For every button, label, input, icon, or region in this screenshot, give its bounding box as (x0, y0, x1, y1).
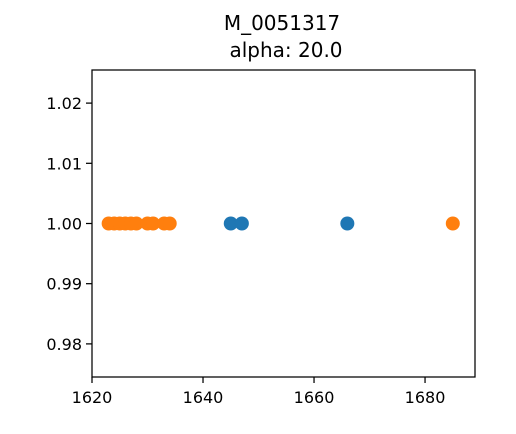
series-orange-point (146, 216, 161, 231)
x-axis: 1620 1640 1660 1680 (72, 377, 446, 407)
y-tick-label: 1.00 (46, 215, 82, 234)
y-axis: 0.98 0.99 1.00 1.01 1.02 (46, 94, 92, 354)
series-blue-point (340, 216, 355, 231)
chart-subtitle: alpha: 20.0 (229, 38, 342, 62)
series-orange-point (129, 216, 144, 231)
y-tick-label: 1.02 (46, 94, 82, 113)
y-tick-label: 1.01 (46, 154, 82, 173)
series-orange-point (162, 216, 177, 231)
x-tick-label: 1680 (405, 388, 446, 407)
series-blue-point (223, 216, 238, 231)
x-tick-label: 1660 (294, 388, 335, 407)
chart-title: M_0051317 (224, 11, 340, 35)
data-points (101, 216, 460, 231)
x-tick-label: 1620 (72, 388, 113, 407)
series-blue-point (234, 216, 249, 231)
x-tick-label: 1640 (183, 388, 224, 407)
y-tick-label: 0.99 (46, 275, 82, 294)
series-orange-point (445, 216, 460, 231)
y-tick-label: 0.98 (46, 335, 82, 354)
